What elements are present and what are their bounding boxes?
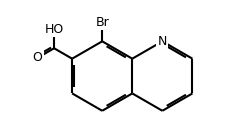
Text: Br: Br bbox=[95, 16, 109, 29]
Text: N: N bbox=[157, 35, 166, 48]
Text: O: O bbox=[33, 51, 42, 64]
Text: HO: HO bbox=[44, 23, 63, 36]
